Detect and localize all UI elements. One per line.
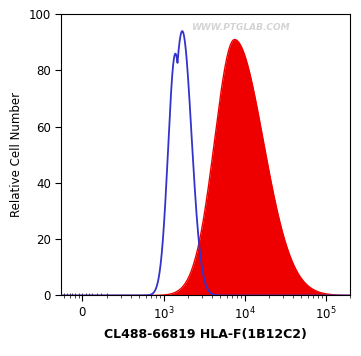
- X-axis label: CL488-66819 HLA-F(1B12C2): CL488-66819 HLA-F(1B12C2): [104, 328, 307, 341]
- Text: WWW.PTGLAB.COM: WWW.PTGLAB.COM: [191, 23, 290, 32]
- Y-axis label: Relative Cell Number: Relative Cell Number: [10, 92, 23, 218]
